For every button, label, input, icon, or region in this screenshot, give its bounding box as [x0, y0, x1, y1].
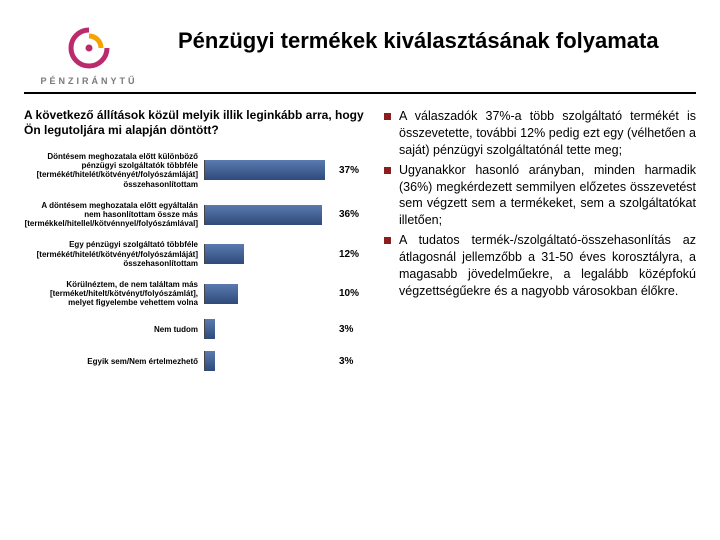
chart-row: Egyik sem/Nem értelmezhető 3%	[24, 351, 364, 371]
logo-mark-icon	[65, 24, 113, 72]
bar-track: 37%	[204, 160, 364, 180]
logo: PÉNZIRÁNYTŰ	[24, 18, 154, 86]
bar	[205, 205, 322, 225]
content: A következő állítások közül melyik illik…	[24, 108, 696, 383]
bullet-icon	[384, 237, 391, 244]
bullet-text: Ugyanakkor hasonló arányban, minden harm…	[399, 162, 696, 230]
bullet-text: A válaszadók 37%-a több szolgáltató term…	[399, 108, 696, 159]
chart-row-label: Egy pénzügyi szolgáltató többféle [termé…	[24, 240, 204, 268]
bullet-item: A válaszadók 37%-a több szolgáltató term…	[384, 108, 696, 159]
bar-track: 3%	[204, 319, 364, 339]
chart-row: Egy pénzügyi szolgáltató többféle [termé…	[24, 240, 364, 268]
chart-row-label: Egyik sem/Nem értelmezhető	[24, 357, 204, 366]
chart-row: A döntésem meghozatala előtt egyáltalán …	[24, 201, 364, 229]
bullet-icon	[384, 113, 391, 120]
page-title: Pénzügyi termékek kiválasztásának folyam…	[178, 18, 696, 54]
bar-value-label: 3%	[339, 324, 353, 335]
bar-chart: Döntésem meghozatala előtt különböző pén…	[24, 152, 364, 371]
bar-track: 10%	[204, 284, 364, 304]
bar-track: 12%	[204, 244, 364, 264]
page: PÉNZIRÁNYTŰ Pénzügyi termékek kiválasztá…	[0, 0, 720, 540]
bar	[205, 244, 244, 264]
chart-row-label: A döntésem meghozatala előtt egyáltalán …	[24, 201, 204, 229]
bar-value-label: 10%	[339, 288, 359, 299]
bar-value-label: 36%	[339, 209, 359, 220]
bullet-icon	[384, 167, 391, 174]
left-column: A következő állítások közül melyik illik…	[24, 108, 364, 383]
chart-row-label: Körülnéztem, de nem találtam más [termék…	[24, 280, 204, 308]
chart-row-label: Nem tudom	[24, 325, 204, 334]
chart-row: Körülnéztem, de nem találtam más [termék…	[24, 280, 364, 308]
bar	[205, 284, 238, 304]
bar-value-label: 37%	[339, 165, 359, 176]
bullet-list: A válaszadók 37%-a több szolgáltató term…	[384, 108, 696, 300]
bullet-item: Ugyanakkor hasonló arányban, minden harm…	[384, 162, 696, 230]
chart-row-label: Döntésem meghozatala előtt különböző pén…	[24, 152, 204, 189]
chart-row: Döntésem meghozatala előtt különböző pén…	[24, 152, 364, 189]
bar-value-label: 12%	[339, 249, 359, 260]
header: PÉNZIRÁNYTŰ Pénzügyi termékek kiválasztá…	[24, 18, 696, 86]
chart-row: Nem tudom 3%	[24, 319, 364, 339]
right-column: A válaszadók 37%-a több szolgáltató term…	[378, 108, 696, 383]
bullet-item: A tudatos termék-/szolgáltató-összehason…	[384, 232, 696, 300]
bullet-text: A tudatos termék-/szolgáltató-összehason…	[399, 232, 696, 300]
bar-track: 36%	[204, 205, 364, 225]
bar-value-label: 3%	[339, 356, 353, 367]
bar	[205, 319, 215, 339]
bar	[205, 351, 215, 371]
bar-track: 3%	[204, 351, 364, 371]
survey-question: A következő állítások közül melyik illik…	[24, 108, 364, 138]
bar	[205, 160, 325, 180]
logo-brand-text: PÉNZIRÁNYTŰ	[40, 76, 137, 86]
title-underline	[24, 92, 696, 94]
